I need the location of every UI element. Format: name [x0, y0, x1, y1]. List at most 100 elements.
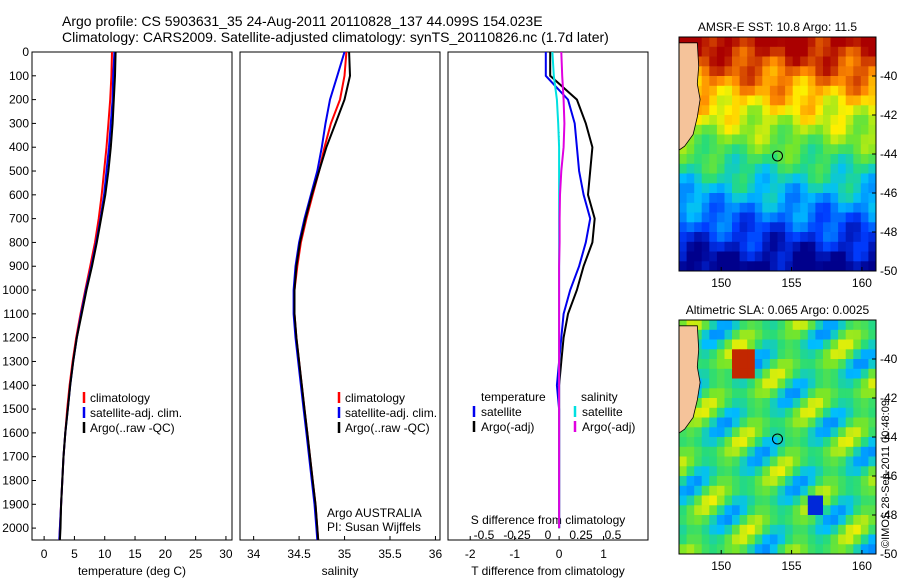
sst-map-y-ticklabel--46: -46: [880, 186, 898, 200]
sst-map-cell: [853, 193, 862, 204]
sla-map-cell: [830, 339, 839, 350]
sst-map-cell: [838, 154, 847, 165]
sst-map-cell: [709, 222, 718, 233]
sla-map-cell: [807, 495, 816, 506]
sla-map-cell: [724, 544, 733, 554]
sla-map-cell: [732, 437, 741, 448]
sst-map-cell: [785, 202, 794, 214]
sla-map-cell: [769, 359, 779, 370]
sst-map-cell: [792, 222, 801, 233]
temp-x-ticklabel-5: 5: [71, 547, 78, 561]
sst-map-cell: [845, 212, 854, 223]
sst-map-cell: [762, 222, 771, 233]
sal-legend-label-0: climatology: [345, 391, 405, 405]
sst-map-cell: [747, 154, 756, 165]
diff-x2-ticklabel-3: 0.25: [569, 528, 593, 542]
diff-x-ticklabel-1: 1: [600, 547, 607, 561]
sla-map-cell: [868, 515, 876, 526]
sla-map-cell: [709, 485, 718, 497]
sla-map-y-ticklabel--50: -50: [880, 547, 898, 561]
sst-map-cell: [845, 261, 854, 271]
sla-map-cell: [845, 476, 854, 487]
sla-map-cell: [709, 456, 718, 467]
sst-map-cell: [701, 212, 710, 223]
sst-map-cell: [686, 261, 695, 271]
sla-map-cell: [823, 329, 832, 341]
sst-map-cell: [845, 46, 854, 58]
sla-map-cell: [868, 329, 876, 341]
sla-map-cell: [739, 398, 748, 409]
sst-map-cell: [785, 105, 794, 116]
sla-map-cell: [823, 339, 832, 350]
sst-map-cell: [830, 105, 839, 116]
sst-map-cell: [830, 261, 839, 271]
sla-map-cell: [792, 515, 801, 526]
sst-map-cell: [838, 202, 847, 214]
sst-map-cell: [754, 46, 763, 58]
sla-map-cell: [724, 534, 733, 545]
sla-map-cell: [785, 398, 794, 409]
sst-map-cell: [732, 212, 741, 223]
sst-map-cell: [754, 173, 763, 184]
sst-map-cell: [785, 85, 794, 97]
sla-map-cell: [777, 446, 786, 458]
sla-map-cell: [754, 339, 763, 350]
sst-map-cell: [823, 251, 832, 262]
sst-map-cell: [830, 115, 839, 126]
sla-map-cell: [701, 515, 710, 526]
sst-map-cell: [868, 105, 876, 116]
sst-map-cell: [823, 115, 832, 126]
sst-map-cell: [853, 261, 862, 271]
sla-map-cell: [679, 466, 688, 477]
sst-map-cell: [815, 124, 824, 136]
sst-map-cell: [716, 232, 726, 243]
sst-map-cell: [830, 173, 839, 184]
sst-map-cell: [800, 222, 809, 233]
sla-map-cell: [868, 446, 876, 458]
sst-map-cell: [716, 163, 726, 175]
sst-map-cell: [747, 37, 756, 48]
sst-map-cell: [694, 154, 703, 165]
sst-map-cell: [838, 37, 847, 48]
sla-map-cell: [830, 515, 839, 526]
sla-map-cell: [769, 329, 779, 341]
sla-map-cell: [777, 466, 786, 477]
sst-map-cell: [754, 124, 763, 136]
sst-map-cell: [739, 222, 748, 233]
sla-map-cell: [777, 485, 786, 497]
sst-map-cell: [686, 144, 695, 155]
sst-map-cell: [769, 261, 779, 271]
sst-map-cell: [838, 163, 847, 175]
sla-map-cell: [800, 524, 809, 536]
sla-map-cell: [860, 398, 869, 409]
sla-map-cell: [860, 320, 869, 331]
sst-map-cell: [709, 105, 718, 116]
sst-map-cell: [679, 183, 688, 194]
sst-map-cell: [815, 202, 824, 214]
sst-map-cell: [868, 37, 876, 48]
sla-map-cell: [800, 515, 809, 526]
sla-map-cell: [785, 505, 794, 516]
sla-map-cell: [838, 544, 847, 554]
sla-map-cell: [732, 407, 741, 419]
temp-series-2: [58, 51, 117, 541]
sla-map-cell: [754, 485, 763, 497]
sla-map-cell: [701, 398, 710, 409]
sst-map-cell: [800, 173, 809, 184]
sla-map-cell: [777, 544, 786, 554]
sst-map-cell: [807, 241, 816, 253]
sla-map-cell: [701, 407, 710, 419]
sla-map-cell: [785, 417, 794, 428]
sst-map-cell: [777, 222, 786, 233]
sla-map-cell: [769, 349, 779, 360]
sst-map-cell: [701, 222, 710, 233]
sla-map-cell: [709, 476, 718, 487]
sla-map-cell: [701, 466, 710, 477]
sst-map-title: AMSR-E SST: 10.8 Argo: 11.5: [698, 20, 858, 34]
sla-map-cell: [769, 476, 779, 487]
sst-map-cell: [853, 251, 862, 262]
sla-map-cell: [785, 544, 794, 554]
sla-map-cell: [845, 544, 854, 554]
sst-map-cell: [792, 95, 801, 106]
sla-map-cell: [739, 515, 748, 526]
